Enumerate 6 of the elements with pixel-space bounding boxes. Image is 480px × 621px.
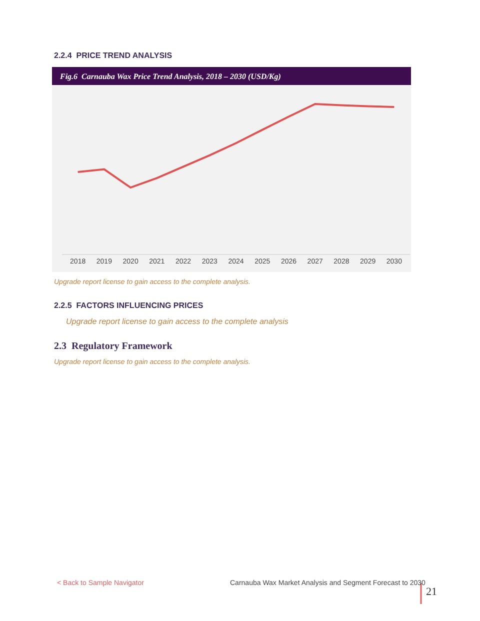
text: 2.2.5 FACTORS INFLUENCING PRICES [54, 301, 204, 310]
text: Upgrade report license to gain access to the complete analysis [66, 317, 288, 326]
text: 2.3 Regulatory Framework [54, 341, 173, 352]
text: 21 [426, 586, 437, 598]
chart-title: Fig.6 Carnauba Wax Price Trend Analysis, 2018 – 2030 (USD/Kg) [59, 72, 282, 81]
text: 2.2.4 PRICE TREND ANALYSIS [54, 51, 173, 60]
